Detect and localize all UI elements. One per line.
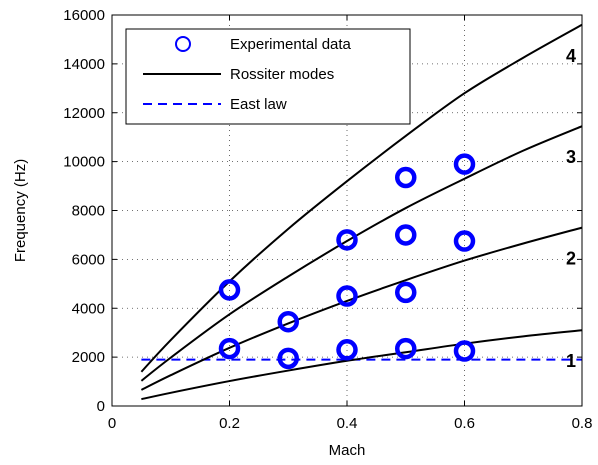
y-tick-label: 2000 <box>72 349 105 366</box>
experimental-data-point <box>277 310 299 333</box>
experimental-data-point <box>336 229 358 251</box>
y-tick-label: 12000 <box>63 105 105 122</box>
y-tick-label: 6000 <box>72 251 105 268</box>
legend: Experimental data Rossiter modes East la… <box>125 28 411 125</box>
y-tick-label: 10000 <box>63 154 105 171</box>
mode-2-label: 2 <box>566 249 576 269</box>
y-tick-label: 14000 <box>63 56 105 73</box>
experimental-data-point <box>453 153 476 175</box>
y-tick-label: 16000 <box>63 7 105 24</box>
experimental-data-point <box>395 337 417 360</box>
legend-label-experimental: Experimental data <box>230 36 352 53</box>
x-tick-label: 0.8 <box>572 415 593 432</box>
x-tick-label: 0.4 <box>337 415 358 432</box>
axis-ticks: 0 0.2 0.4 0.6 0.8 0 2000 4000 6000 8000 10000 12000… <box>63 7 592 432</box>
experimental-data-point <box>336 285 358 307</box>
legend-box <box>125 28 411 125</box>
legend-label-east: East law <box>230 96 287 113</box>
x-tick-label: 0 <box>108 415 116 432</box>
rossiter-mode-3-curve <box>140 125 583 382</box>
y-tick-label: 4000 <box>72 300 105 317</box>
experimental-data-point <box>336 339 358 361</box>
rossiter-mode-4-curve <box>140 23 583 373</box>
experimental-data-point <box>395 224 417 246</box>
y-tick-label: 0 <box>97 398 105 415</box>
plot-series: 1 2 3 4 <box>140 23 583 401</box>
experimental-data-point <box>453 230 476 252</box>
y-tick-label: 8000 <box>72 203 105 220</box>
y-axis-title: Frequency (Hz) <box>12 159 29 262</box>
legend-label-rossiter: Rossiter modes <box>230 66 334 83</box>
x-tick-label: 0.6 <box>454 415 475 432</box>
legend-marker-experimental <box>175 36 191 52</box>
rossiter-mode-1-curve <box>141 329 583 401</box>
mode-1-label: 1 <box>566 351 576 371</box>
experimental-data-point <box>218 279 241 301</box>
experimental-data-point <box>277 347 299 370</box>
rossiter-mode-2-curve <box>140 226 583 391</box>
experimental-data-point <box>395 166 417 189</box>
mode-3-label: 3 <box>566 147 576 167</box>
experimental-data-point <box>218 337 241 360</box>
experimental-data-point <box>395 281 417 304</box>
x-tick-label: 0.2 <box>219 415 240 432</box>
experimental-data-point <box>453 340 476 362</box>
x-axis-title: Mach <box>329 442 366 459</box>
mode-4-label: 4 <box>566 46 576 66</box>
